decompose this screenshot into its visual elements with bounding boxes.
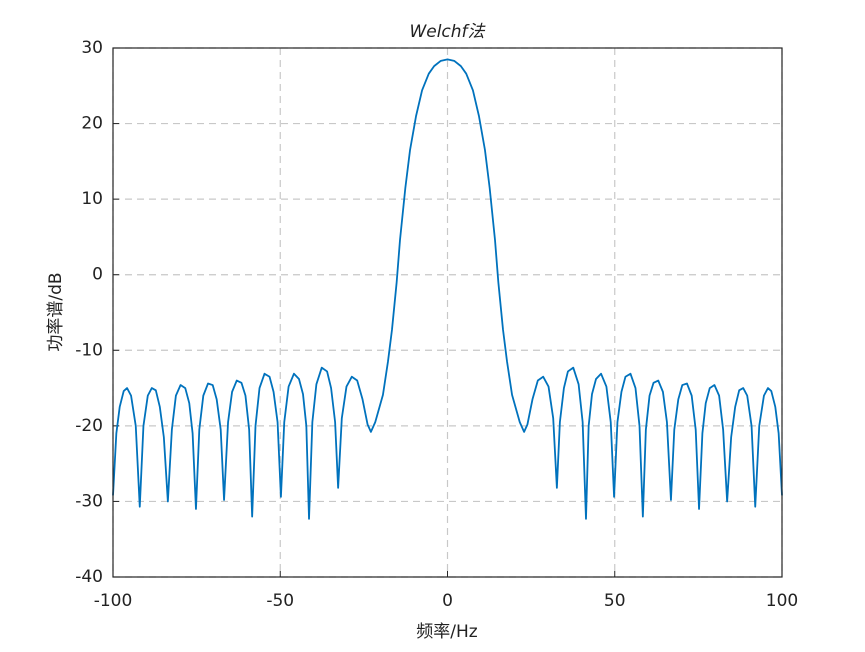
x-tick-label: 0	[442, 591, 453, 611]
x-tick-label: -100	[94, 591, 133, 611]
x-axis-label: 频率/Hz	[416, 622, 478, 642]
y-axis-label: 功率谱/dB	[46, 272, 66, 351]
x-tick-label: -50	[266, 591, 294, 611]
y-tick-label: 30	[81, 38, 103, 58]
x-tick-label: 50	[604, 591, 626, 611]
chart-title: Welchf法	[409, 22, 486, 42]
y-tick-label: -20	[75, 416, 103, 436]
y-tick-label: -40	[75, 567, 103, 587]
y-tick-label: 0	[92, 265, 103, 285]
axes-box	[112, 47, 783, 578]
y-tick-label: 20	[81, 114, 103, 134]
y-tick-label: -10	[75, 340, 103, 360]
y-tick-label: 10	[81, 189, 103, 209]
data-line	[112, 58, 783, 520]
y-tick-label: -30	[75, 491, 103, 511]
x-tick-label: 100	[766, 591, 798, 611]
